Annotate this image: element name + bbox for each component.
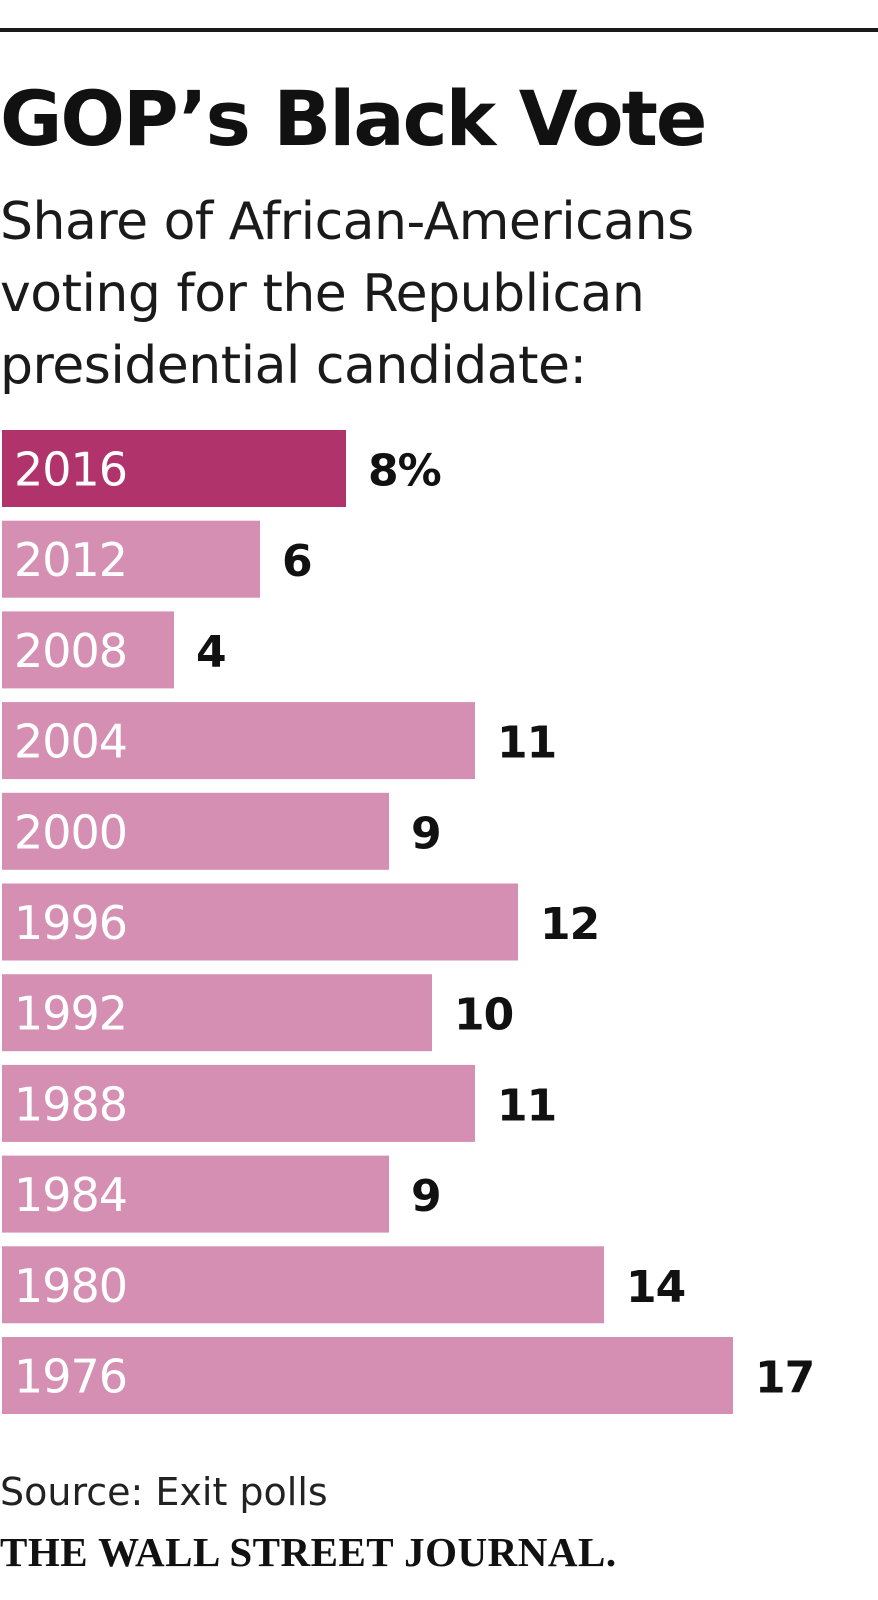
value-label-2012: 6 — [282, 536, 312, 587]
category-label-1992: 1992 — [14, 987, 127, 1041]
bar-group-1996: 1996 12 — [2, 883, 600, 961]
bar-group-2004: 2004 11 — [2, 702, 557, 780]
value-label-1996: 12 — [540, 899, 599, 950]
value-label-2008: 4 — [196, 627, 226, 678]
category-label-1984: 1984 — [14, 1168, 127, 1222]
top-rule — [0, 28, 878, 32]
bar-1996 — [2, 883, 518, 961]
category-label-2000: 2000 — [14, 805, 127, 859]
chart-title: GOP’s Black Vote — [0, 74, 707, 163]
category-label-1976: 1976 — [14, 1350, 127, 1404]
subtitle-line-1: Share of African-Americans — [0, 192, 694, 252]
bar-group-1976: 1976 17 — [2, 1337, 815, 1414]
bar-group-2000: 2000 9 — [2, 792, 442, 870]
bar-group-1984: 1984 9 — [2, 1155, 442, 1233]
value-label-1984: 9 — [411, 1171, 441, 1222]
category-label-1980: 1980 — [14, 1259, 127, 1313]
bar-group-1988: 1988 11 — [2, 1064, 557, 1142]
category-label-2004: 2004 — [14, 715, 127, 769]
category-label-2012: 2012 — [14, 533, 127, 587]
subtitle-line-2: voting for the Republican — [0, 264, 645, 324]
value-label-1988: 11 — [497, 1080, 556, 1131]
bar-group-1992: 1992 10 — [2, 974, 514, 1052]
bar-1976 — [2, 1337, 733, 1414]
bar-1992 — [2, 974, 432, 1052]
bar-2016 — [2, 430, 346, 507]
bar-2008 — [2, 611, 174, 689]
bar-1988 — [2, 1064, 475, 1142]
category-label-1996: 1996 — [14, 896, 127, 950]
category-label-1988: 1988 — [14, 1077, 127, 1131]
value-label-1992: 10 — [454, 990, 513, 1041]
value-label-2000: 9 — [411, 808, 441, 859]
value-label-1980: 14 — [626, 1262, 685, 1313]
bar-1984 — [2, 1155, 389, 1233]
publisher-logo: THE WALL STREET JOURNAL. — [0, 1529, 617, 1575]
bar-2012 — [2, 520, 260, 598]
value-label-2004: 11 — [497, 718, 556, 769]
source-note: Source: Exit polls — [0, 1470, 328, 1514]
bar-group-1980: 1980 14 — [2, 1246, 686, 1324]
bar-group-2016: 2016 8% — [2, 430, 442, 507]
bar-2004 — [2, 702, 475, 780]
category-label-2016: 2016 — [14, 443, 127, 497]
value-label-1976: 17 — [755, 1353, 814, 1404]
category-label-2008: 2008 — [14, 624, 127, 678]
bar-1980 — [2, 1246, 604, 1324]
subtitle-line-3: presidential candidate: — [0, 336, 587, 396]
bar-group-2008: 2008 4 — [2, 611, 227, 689]
bar-group-2012: 2012 6 — [2, 520, 313, 598]
bar-2000 — [2, 792, 389, 870]
chart-subtitle: Share of African-Americans voting for th… — [0, 186, 860, 402]
value-label-2016: 8% — [368, 446, 441, 497]
